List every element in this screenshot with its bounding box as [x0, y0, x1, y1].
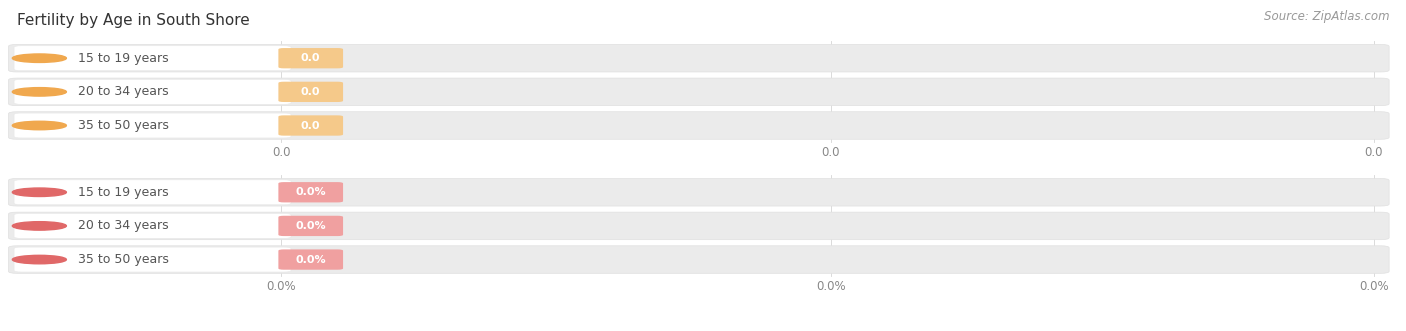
- FancyBboxPatch shape: [278, 82, 343, 102]
- FancyBboxPatch shape: [14, 180, 291, 205]
- Text: 0.0: 0.0: [301, 53, 321, 63]
- FancyBboxPatch shape: [14, 213, 291, 238]
- FancyBboxPatch shape: [278, 115, 343, 136]
- Text: 0.0%: 0.0%: [295, 187, 326, 197]
- FancyBboxPatch shape: [8, 246, 1389, 273]
- FancyBboxPatch shape: [8, 212, 1389, 240]
- Text: 0.0: 0.0: [821, 146, 841, 159]
- Text: 0.0%: 0.0%: [266, 280, 297, 293]
- FancyBboxPatch shape: [14, 79, 291, 104]
- Ellipse shape: [13, 188, 66, 197]
- Text: 0.0: 0.0: [1364, 146, 1384, 159]
- Text: 0.0: 0.0: [301, 87, 321, 97]
- Text: 15 to 19 years: 15 to 19 years: [79, 186, 169, 199]
- Ellipse shape: [13, 121, 66, 130]
- FancyBboxPatch shape: [14, 46, 291, 71]
- FancyBboxPatch shape: [8, 112, 1389, 139]
- Text: Source: ZipAtlas.com: Source: ZipAtlas.com: [1264, 10, 1389, 23]
- Ellipse shape: [13, 255, 66, 264]
- FancyBboxPatch shape: [8, 178, 1389, 206]
- Text: 0.0: 0.0: [301, 120, 321, 130]
- Text: 20 to 34 years: 20 to 34 years: [79, 219, 169, 232]
- Ellipse shape: [13, 88, 66, 96]
- FancyBboxPatch shape: [278, 249, 343, 270]
- Text: 35 to 50 years: 35 to 50 years: [79, 119, 169, 132]
- Text: 0.0%: 0.0%: [295, 221, 326, 231]
- FancyBboxPatch shape: [278, 182, 343, 203]
- Text: 35 to 50 years: 35 to 50 years: [79, 253, 169, 266]
- FancyBboxPatch shape: [278, 48, 343, 69]
- Text: 0.0: 0.0: [271, 146, 291, 159]
- FancyBboxPatch shape: [8, 44, 1389, 72]
- FancyBboxPatch shape: [8, 78, 1389, 106]
- Text: 0.0%: 0.0%: [295, 255, 326, 264]
- FancyBboxPatch shape: [14, 113, 291, 138]
- Text: 20 to 34 years: 20 to 34 years: [79, 85, 169, 98]
- FancyBboxPatch shape: [14, 247, 291, 272]
- FancyBboxPatch shape: [278, 216, 343, 236]
- Ellipse shape: [13, 54, 66, 63]
- Ellipse shape: [13, 222, 66, 230]
- Text: 15 to 19 years: 15 to 19 years: [79, 52, 169, 65]
- Text: 0.0%: 0.0%: [1358, 280, 1389, 293]
- Text: Fertility by Age in South Shore: Fertility by Age in South Shore: [17, 13, 250, 28]
- Text: 0.0%: 0.0%: [815, 280, 846, 293]
